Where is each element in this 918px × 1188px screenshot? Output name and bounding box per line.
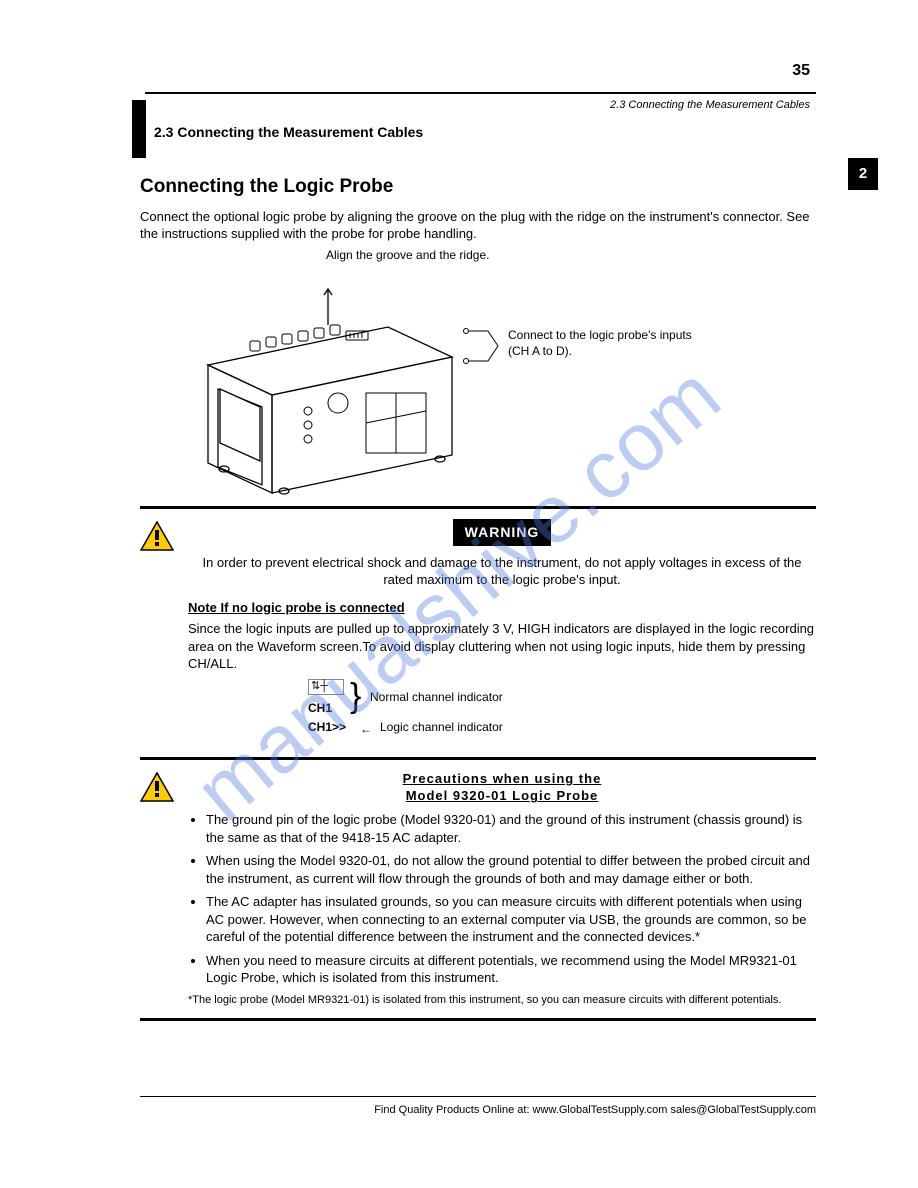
callout-secondary: (CH A to D). [508, 343, 572, 359]
warning-body-1: WARNING In order to prevent electrical s… [188, 519, 816, 747]
ch1-label: CH1 [308, 700, 332, 716]
chapter-tab-number: 2 [859, 164, 867, 184]
warning1-text: In order to prevent electrical shock and… [188, 554, 816, 589]
caution-line1: Precautions when using the [403, 771, 602, 786]
warning-triangle-icon [140, 521, 174, 551]
bullet-item: When using the Model 9320-01, do not all… [206, 852, 816, 887]
chapter-tab: 2 [848, 158, 878, 190]
ind-normal-text: Normal channel indicator [370, 689, 503, 705]
device-line-art [188, 283, 468, 503]
note-heading: Note If no logic probe is connected [188, 599, 816, 617]
section-title: Connecting the Logic Probe [140, 174, 816, 200]
page-footer: Find Quality Products Online at: www.Glo… [140, 1096, 816, 1118]
section-intro: Connect the optional logic probe by alig… [140, 208, 816, 243]
arrow-label: Align the groove and the ridge. [326, 247, 489, 263]
caution-line2: Model 9320-01 Logic Probe [406, 788, 599, 803]
footer-text: Find Quality Products Online at: www.Glo… [140, 1103, 816, 1118]
bullet-item: The AC adapter has insulated grounds, so… [206, 893, 816, 946]
callout-primary: Connect to the logic probe's inputs [508, 327, 692, 343]
warning-badge: WARNING [453, 519, 552, 546]
callout-bracket [460, 323, 500, 373]
rule-3 [140, 1018, 816, 1021]
header-chapter-ref: 2.3 Connecting the Measurement Cables [610, 98, 810, 113]
header-black-bar [132, 100, 146, 158]
brace-icon: } [350, 679, 361, 713]
ch1-logic-label: CH1>> [308, 719, 346, 735]
warning-block-1: WARNING In order to prevent electrical s… [140, 509, 816, 757]
page-title: 2.3 Connecting the Measurement Cables [154, 123, 423, 142]
page-number: 35 [792, 60, 810, 82]
crosshair-indicator-icon: ⇅┼ [308, 679, 344, 695]
caution-bullets: The ground pin of the logic probe (Model… [188, 811, 816, 987]
indicator-block: ⇅┼ CH1 CH1>> } Normal channel indicator … [308, 679, 816, 741]
header-rule [145, 92, 816, 94]
footer-rule [140, 1096, 816, 1097]
ind-logic-text: Logic channel indicator [380, 719, 503, 735]
warning-body-2: Precautions when using the Model 9320-01… [188, 770, 816, 1008]
content-area: Connecting the Logic Probe Connect the o… [140, 174, 816, 1021]
footnote: *The logic probe (Model MR9321-01) is is… [188, 993, 816, 1008]
bullet-item: When you need to measure circuits at dif… [206, 952, 816, 987]
device-diagram: Align the groove and the ridge. [140, 253, 816, 498]
bullet-item: The ground pin of the logic probe (Model… [206, 811, 816, 846]
warning-block-2: Precautions when using the Model 9320-01… [140, 760, 816, 1018]
note-body: Since the logic inputs are pulled up to … [188, 620, 816, 673]
warning-triangle-icon [140, 772, 174, 802]
left-arrow-icon: ← [360, 721, 372, 737]
